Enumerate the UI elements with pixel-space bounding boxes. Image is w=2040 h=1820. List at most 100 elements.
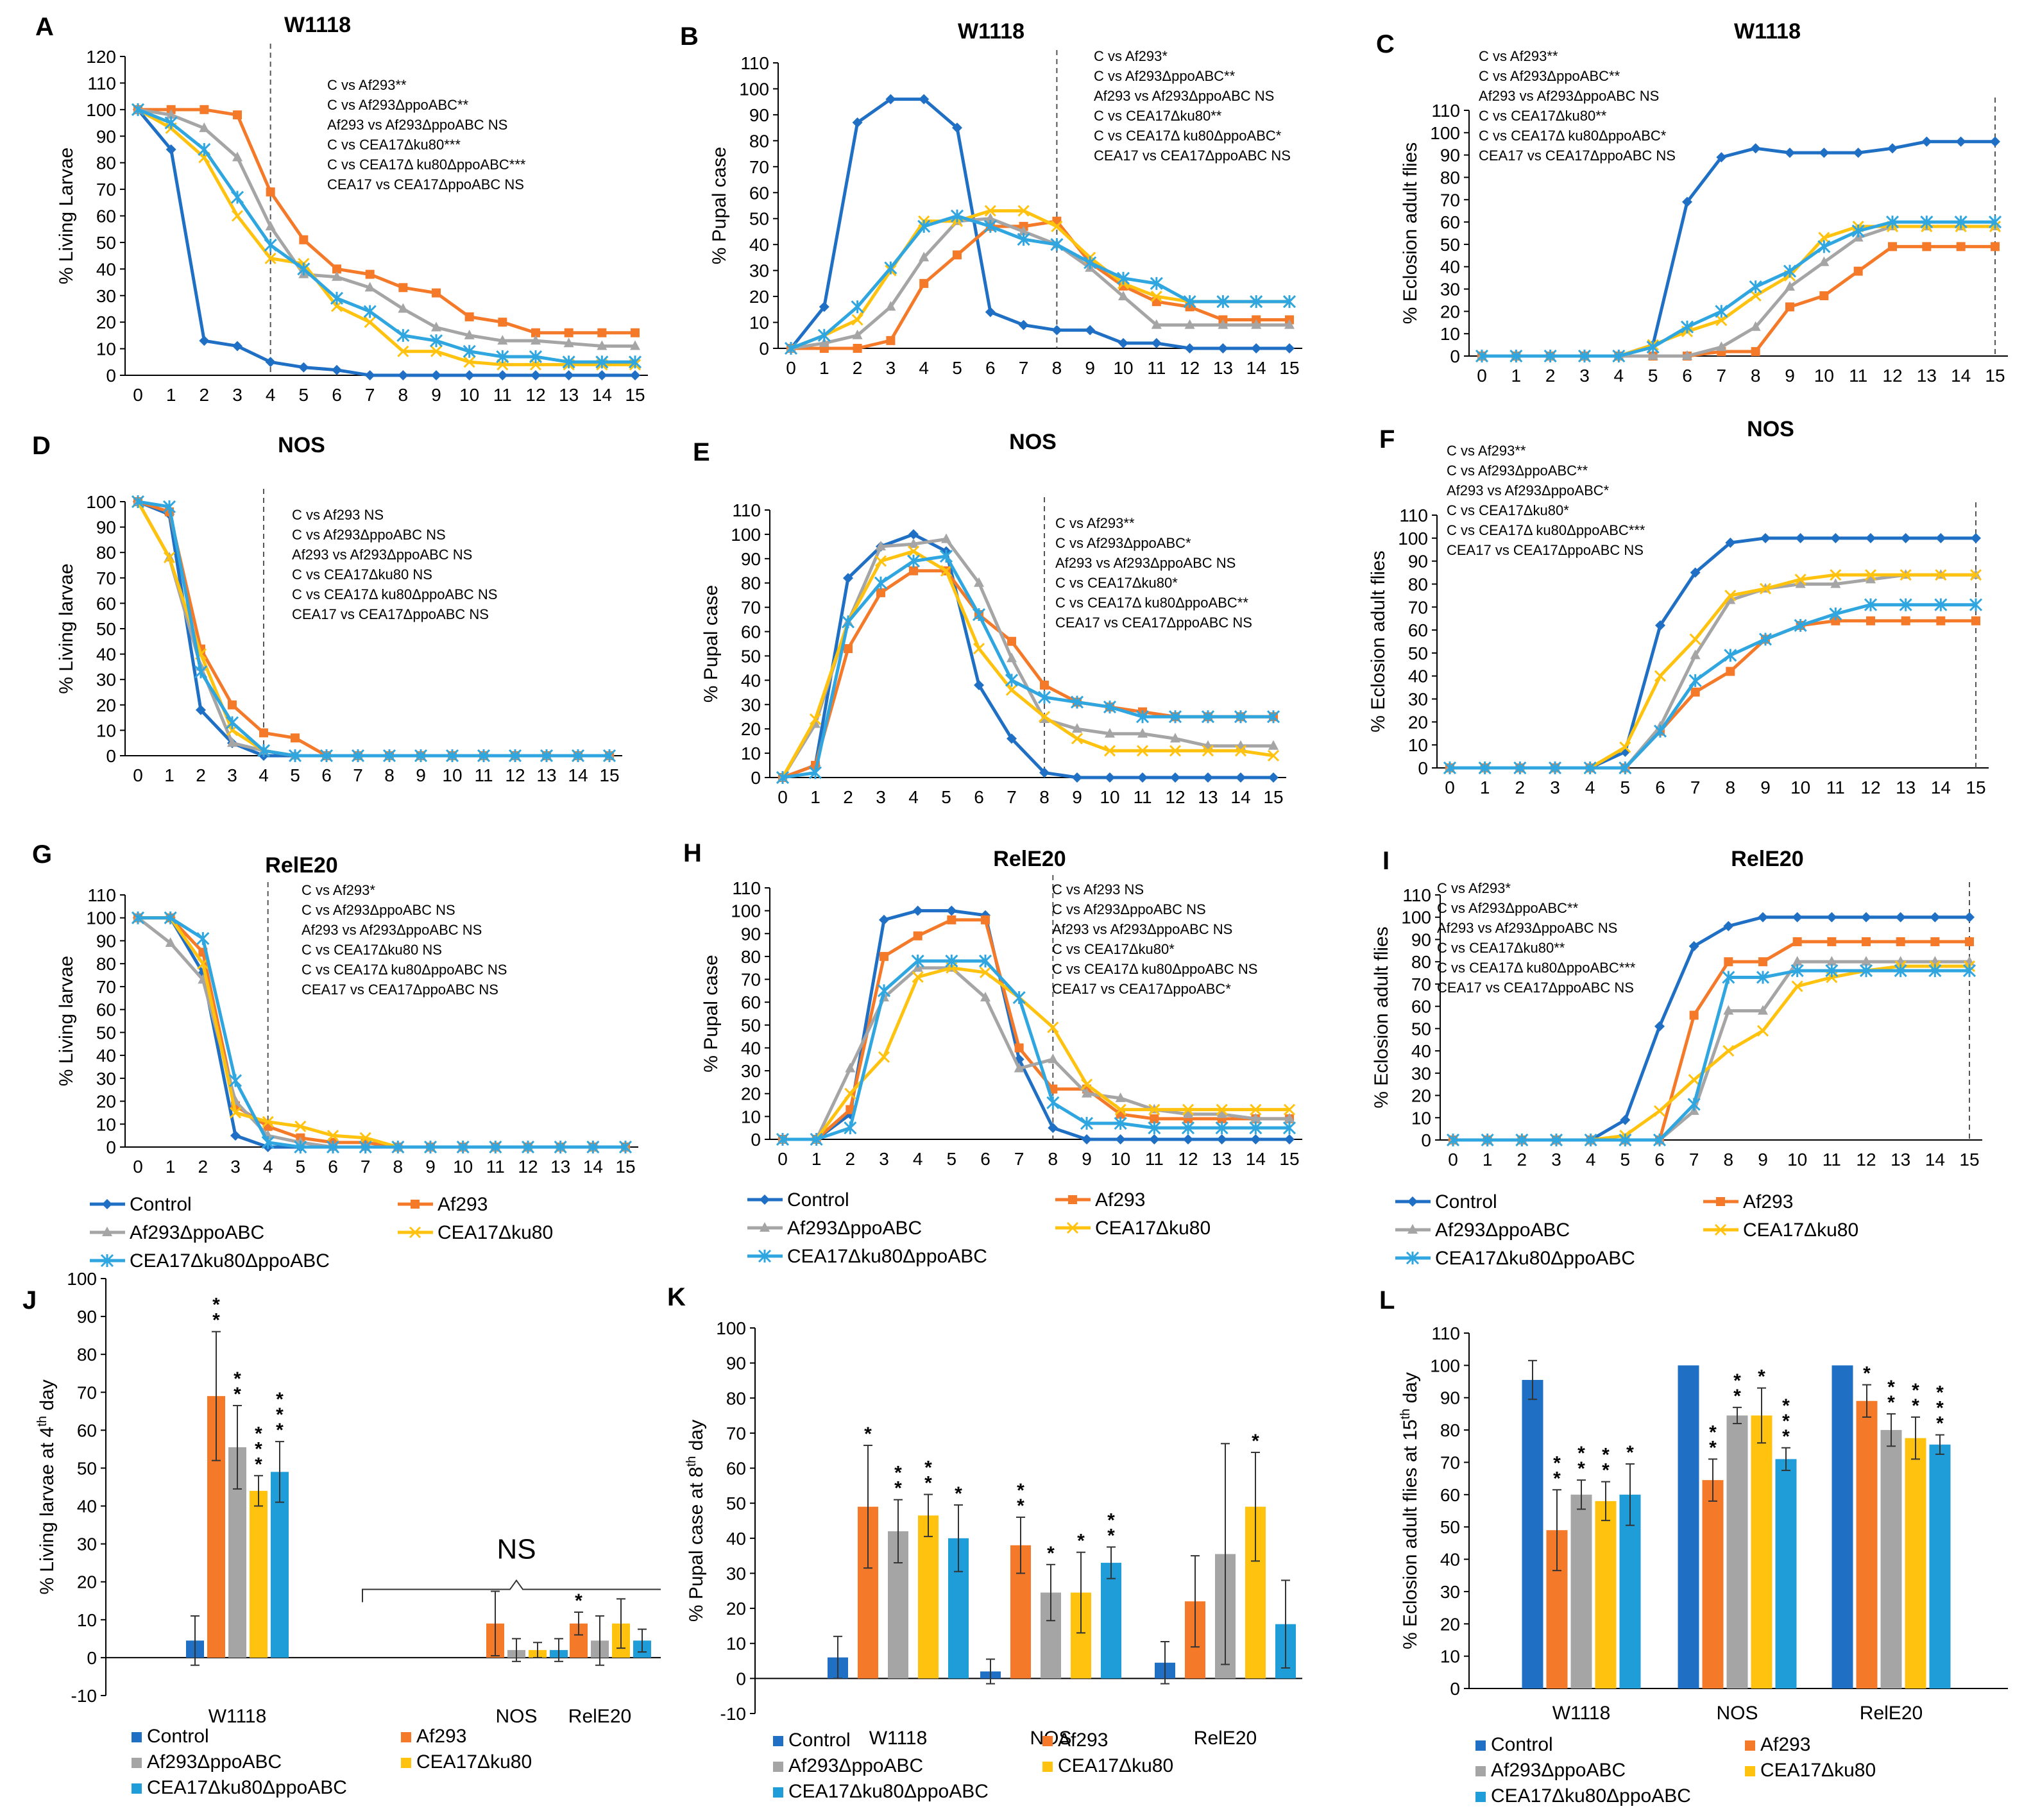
data-point-cea17ku80ppoabc [1070, 695, 1084, 709]
data-point-cea17ku80ppoabc [489, 1140, 502, 1154]
legend-marker [760, 1195, 770, 1205]
significance-star: * [1782, 1426, 1790, 1447]
stat-annotation: C vs Af293ΔppoABC* [1055, 535, 1191, 551]
series-line-af293 [1482, 244, 1995, 358]
y-tick-label: 30 [1440, 280, 1460, 300]
y-tick-label: 80 [1440, 1420, 1460, 1440]
panel-label: A [35, 13, 54, 41]
legend-swatch [1475, 1766, 1486, 1776]
data-point-af293ppoabc [1137, 727, 1148, 738]
y-tick-label: 80 [741, 574, 761, 593]
data-point-cea17ku80ppoabc [972, 608, 986, 622]
stat-annotation: Af293 vs Af293ΔppoABC NS [1052, 921, 1232, 937]
data-point-cea17ku80 [364, 316, 376, 328]
data-point-cea17ku80 [231, 210, 244, 222]
y-tick-label: 30 [96, 670, 116, 690]
data-point-cea17ku80ppoabc [445, 749, 459, 763]
data-point-control [974, 679, 984, 690]
data-point-cea17ku80ppoabc [164, 911, 177, 924]
data-point-cea17ku80 [1969, 569, 1982, 581]
y-tick-label: 80 [726, 1388, 746, 1408]
data-point-cea17ku80ppoabc [1954, 216, 1968, 229]
data-point-af293 [1150, 1114, 1159, 1123]
x-tick-label: 15 [1279, 1149, 1299, 1169]
series-line-cea17ku80ppoabc [137, 108, 635, 364]
x-tick-label: 1 [819, 358, 829, 378]
data-point-af293 [1965, 937, 1974, 946]
significance-star: * [575, 1590, 582, 1612]
data-point-cea17ku80ppoabc [1724, 649, 1737, 662]
y-tick-label: 40 [1411, 1041, 1431, 1061]
data-point-cea17ku80 [809, 713, 822, 726]
data-point-cea17ku80ppoabc [1282, 295, 1296, 309]
x-tick-label: 9 [431, 385, 441, 405]
legend-swatch [773, 1736, 783, 1746]
legend-item-control: Control [132, 1726, 209, 1747]
panel-label: D [32, 432, 51, 460]
y-tick-label: 10 [96, 339, 116, 359]
x-tick-label: 13 [1198, 787, 1218, 807]
x-tick-label: 6 [1682, 366, 1692, 386]
y-tick-label: 40 [96, 645, 116, 665]
y-tick-label: 80 [77, 1345, 97, 1365]
significance-star: * [276, 1420, 284, 1441]
stat-annotation: C vs Af293ΔppoABC NS [1052, 901, 1206, 917]
data-point-af293ppoabc [908, 538, 919, 549]
series-line-cea17ku80 [783, 966, 1289, 1141]
y-tick-label: 70 [1440, 1452, 1460, 1472]
x-category-label: W1118 [208, 1706, 267, 1727]
data-point-af293ppoabc [941, 533, 951, 543]
data-point-control [1654, 1021, 1665, 1032]
data-point-control [885, 94, 896, 105]
y-tick-label: 90 [1408, 552, 1428, 572]
y-tick-label: 0 [759, 339, 769, 359]
data-point-control [1268, 772, 1279, 783]
y-tick-label: 30 [741, 1061, 761, 1081]
line-legend: Control Af293 Af293ΔppoABC CEA17Δku80 CEA17Δ… [90, 1194, 553, 1271]
x-tick-label: 2 [843, 787, 853, 807]
data-point-cea17ku80ppoabc [906, 554, 921, 568]
data-point-cea17ku80ppoabc [1653, 1133, 1667, 1147]
data-point-control [398, 370, 409, 380]
x-tick-label: 15 [625, 385, 645, 405]
data-point-control [1866, 532, 1876, 543]
y-tick-label: 50 [741, 1016, 761, 1035]
data-point-cea17ku80ppoabc [1619, 1133, 1632, 1147]
x-tick-label: 1 [812, 1149, 822, 1169]
data-point-cea17ku80 [1791, 980, 1803, 992]
y-tick-label: 70 [1440, 190, 1460, 210]
significance-star: * [1577, 1458, 1585, 1479]
y-axis-label: % Pupal case [701, 585, 722, 702]
data-point-control [1105, 772, 1115, 783]
significance-star: * [1107, 1510, 1115, 1531]
legend-swatch [132, 1732, 142, 1742]
data-point-af293ppoabc [1250, 1112, 1261, 1123]
y-tick-label: 20 [741, 719, 761, 739]
data-point-cea17ku80ppoabc [257, 744, 271, 758]
stat-annotation: C vs CEA17Δ ku80ΔppoABC*** [1437, 960, 1636, 976]
data-point-cea17ku80 [1136, 745, 1149, 757]
x-tick-label: 4 [913, 1149, 923, 1169]
x-tick-label: 4 [266, 385, 276, 405]
y-tick-label: 70 [741, 598, 761, 618]
y-tick-label: 100 [86, 908, 116, 928]
data-point-control [597, 370, 608, 380]
legend-item-cea17ku80: CEA17Δku80 [401, 1751, 532, 1773]
data-point-cea17ku80ppoabc [297, 262, 310, 276]
significance-star: * [1252, 1431, 1259, 1452]
data-point-af293ppoabc [876, 540, 886, 550]
data-point-cea17ku80ppoabc [196, 931, 210, 945]
y-tick-label: 100 [67, 1269, 97, 1289]
legend-label: CEA17Δku80 [1760, 1760, 1876, 1781]
legend-label: CEA17Δku80ΔppoABC [787, 1246, 987, 1267]
x-tick-label: 0 [778, 787, 788, 807]
legend-item-cea17ku80ppoabc: CEA17Δku80ΔppoABC [773, 1781, 989, 1802]
significance-star: * [212, 1295, 220, 1316]
chart-panel-j: J % Living larvae at 4th day -10 0 10 20 30 40 5… [22, 1269, 661, 1727]
y-tick-label: 0 [106, 366, 116, 386]
x-tick-label: 13 [536, 765, 556, 785]
data-point-control [1007, 733, 1017, 744]
y-tick-label: 0 [106, 746, 116, 766]
y-tick-label: 20 [96, 312, 116, 332]
data-point-cea17ku80ppoabc [1475, 349, 1489, 363]
